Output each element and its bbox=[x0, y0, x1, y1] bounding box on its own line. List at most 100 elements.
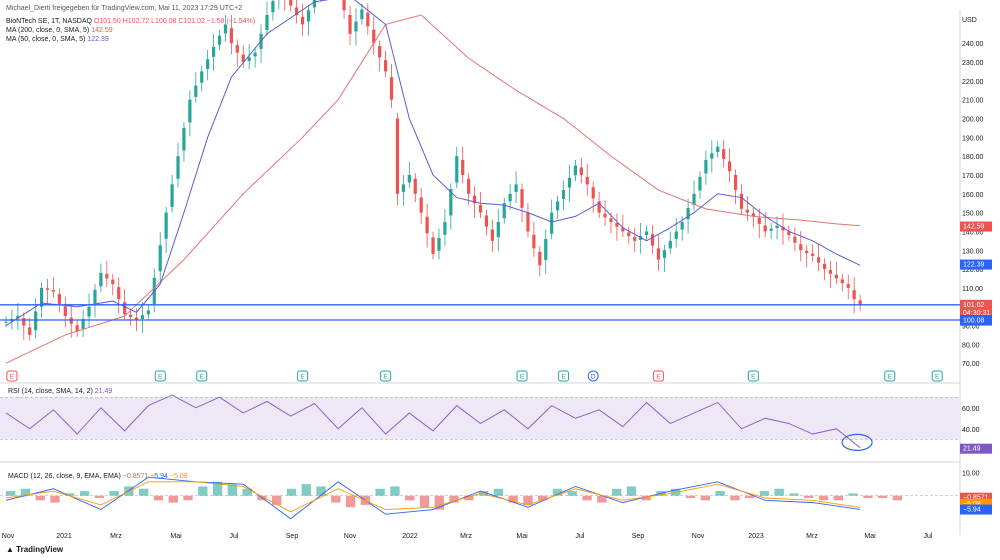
time-tick-label: 2023 bbox=[748, 533, 764, 540]
price-tick-label: 160.00 bbox=[962, 192, 984, 199]
ma200-legend[interactable]: MA (200, close, 0, SMA, 5) 142.59 bbox=[6, 26, 113, 35]
logo-icon: ▲ bbox=[6, 545, 17, 554]
macd-histogram-bar bbox=[20, 488, 31, 496]
candle-body bbox=[745, 209, 750, 213]
candle-body bbox=[57, 294, 61, 304]
candle-body bbox=[502, 203, 506, 219]
price-tick-label: 130.00 bbox=[962, 248, 984, 255]
candle-body bbox=[271, 0, 275, 13]
candle-body bbox=[609, 218, 613, 223]
candle-body bbox=[692, 193, 696, 206]
macd-histogram-bar bbox=[94, 495, 105, 498]
candle-body bbox=[573, 165, 577, 176]
candle-body bbox=[484, 215, 489, 227]
macd-histogram-bar bbox=[700, 495, 710, 501]
time-tick-label: Mrz bbox=[110, 533, 122, 540]
macd-legend[interactable]: MACD (12, 26, close, 9, EMA, EMA) −0.857… bbox=[8, 472, 188, 481]
macd-histogram-bar bbox=[79, 491, 90, 496]
rsi-tick-label: 60.00 bbox=[962, 406, 980, 413]
macd-histogram-bar bbox=[715, 491, 725, 496]
event-label: E bbox=[158, 374, 163, 381]
candle-body bbox=[716, 146, 720, 153]
price-tag-label: 122.39 bbox=[963, 262, 985, 269]
candle-body bbox=[105, 273, 109, 279]
candle-body bbox=[182, 127, 186, 151]
macd-histogram-bar bbox=[109, 491, 119, 496]
macd-value-label: −5.08 bbox=[963, 501, 981, 508]
candle-body bbox=[775, 225, 779, 229]
macd-histogram-bar bbox=[538, 495, 548, 501]
price-tag-label: 100.08 bbox=[963, 318, 985, 325]
candle-body bbox=[87, 306, 91, 317]
ma200-line bbox=[5, 14, 861, 364]
candle-body bbox=[348, 15, 352, 34]
macd-histogram-bar bbox=[626, 486, 637, 496]
time-tick-label: Mai bbox=[170, 533, 182, 540]
event-label: E bbox=[751, 374, 756, 381]
event-label: E bbox=[888, 374, 893, 381]
candle-body bbox=[378, 46, 382, 58]
ma50-line bbox=[5, 0, 861, 326]
macd-histogram-bar bbox=[212, 481, 223, 496]
macd-legend-v3: −5.08 bbox=[169, 473, 188, 480]
candle-body bbox=[360, 9, 364, 20]
countdown-label: 04:30:31 bbox=[963, 310, 990, 317]
symbol-label: BioNTech SE, 1T, NASDAQ bbox=[6, 18, 92, 25]
candle-body bbox=[852, 290, 856, 300]
candle-body bbox=[123, 302, 127, 315]
candle-body bbox=[763, 225, 767, 232]
ma50-legend[interactable]: MA (50, close, 0, SMA, 5) 122.39 bbox=[6, 35, 109, 44]
candle-body bbox=[211, 46, 216, 57]
time-tick-label: Sep bbox=[286, 533, 299, 540]
candle-body bbox=[472, 195, 477, 204]
candle-body bbox=[656, 248, 661, 260]
candle-body bbox=[496, 222, 500, 238]
candle-body bbox=[520, 189, 524, 208]
macd-histogram-bar bbox=[892, 495, 903, 501]
macd-histogram-bar bbox=[316, 486, 326, 496]
rsi-legend[interactable]: RSI (14, close, SMA, 14, 2) 21.49 bbox=[8, 387, 112, 396]
candle-body bbox=[722, 149, 726, 159]
macd-histogram-bar bbox=[833, 495, 843, 501]
candle-body bbox=[389, 77, 394, 100]
publisher-line: Michael_Dierti freigegeben für TradingVi… bbox=[6, 5, 243, 12]
candle-body bbox=[834, 274, 838, 279]
candle-body bbox=[295, 7, 299, 15]
currency-label: USD bbox=[962, 17, 977, 24]
candle-body bbox=[75, 325, 79, 332]
candle-body bbox=[81, 318, 85, 329]
price-tag bbox=[960, 221, 992, 232]
rsi-tick-label: 40.00 bbox=[962, 427, 980, 434]
macd-line bbox=[5, 476, 861, 520]
candle-body bbox=[45, 288, 50, 290]
candle-body bbox=[550, 212, 554, 234]
macd-histogram-bar bbox=[611, 488, 622, 496]
time-tick-label: Nov bbox=[692, 533, 705, 540]
candle-body bbox=[217, 35, 222, 45]
candle-body bbox=[597, 201, 601, 213]
candle-body bbox=[680, 222, 684, 230]
macd-value-label: −5.94 bbox=[963, 507, 981, 514]
earnings-marker bbox=[154, 370, 166, 382]
candle-body bbox=[372, 29, 376, 44]
macd-histogram-bar bbox=[744, 495, 755, 498]
rsi-label: RSI (14, close, SMA, 14, 2) bbox=[8, 388, 93, 395]
symbol-legend[interactable]: BioNTech SE, 1T, NASDAQ O101.50 H102.72 … bbox=[6, 17, 255, 26]
candle-body bbox=[354, 21, 358, 32]
price-tick-label: 210.00 bbox=[962, 98, 984, 105]
time-tick-label: Sep bbox=[632, 533, 645, 540]
candle-body bbox=[289, 0, 293, 6]
candle-body bbox=[194, 85, 198, 97]
candle-body bbox=[710, 153, 714, 159]
macd-histogram-bar bbox=[198, 486, 208, 496]
earnings-marker bbox=[380, 370, 392, 382]
macd-histogram-bar bbox=[597, 495, 607, 503]
candle-body bbox=[170, 184, 174, 207]
time-tick-label: Mai bbox=[516, 533, 528, 540]
price-tag bbox=[960, 315, 992, 326]
candle-body bbox=[704, 159, 708, 174]
rsi-legend-value: 21.49 bbox=[94, 388, 113, 395]
tradingview-logo[interactable]: ▲ TradingView bbox=[6, 545, 63, 554]
macd-histogram-bar bbox=[405, 495, 415, 501]
